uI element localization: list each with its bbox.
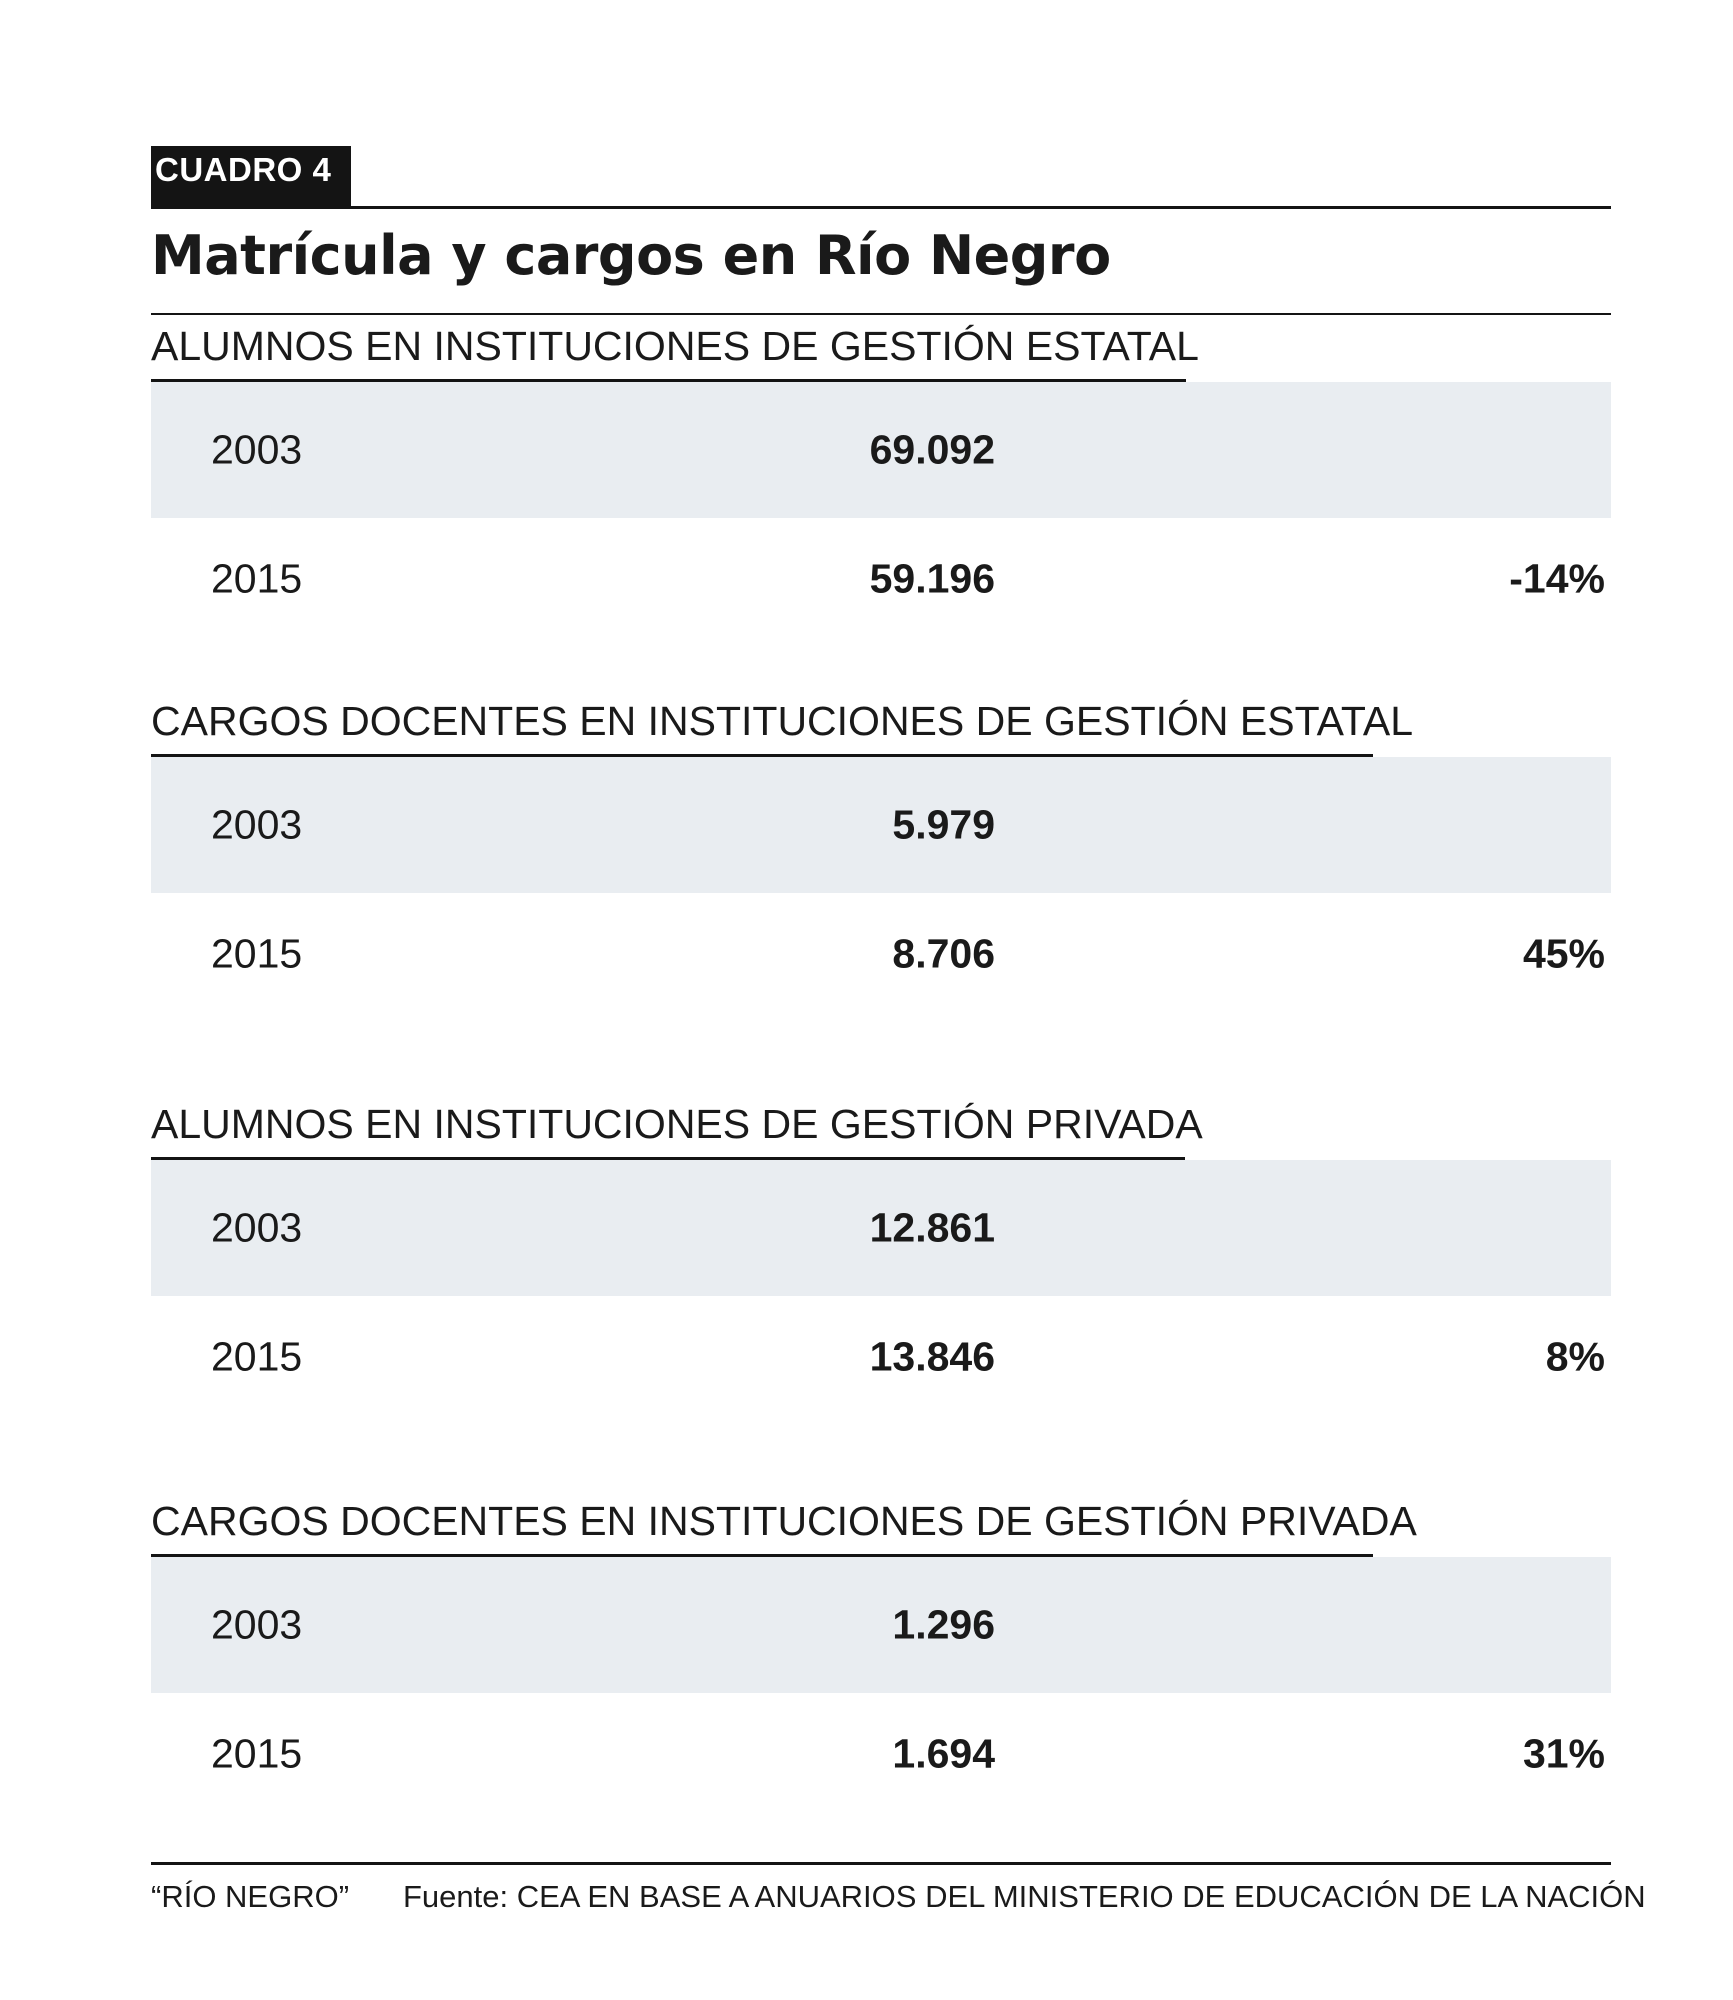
- title-divider: [151, 313, 1611, 315]
- row-year: 2015: [211, 930, 303, 977]
- row-value: 8.706: [892, 930, 995, 977]
- footer-credit: “RÍO NEGRO”: [151, 1879, 350, 1914]
- row-year: 2003: [211, 801, 303, 848]
- table-row: 2015 13.846 8%: [151, 1296, 1611, 1418]
- table-row: 2015 1.694 31%: [151, 1693, 1611, 1815]
- table-row: 2015 8.706 45%: [151, 893, 1611, 1015]
- row-change: 31%: [1522, 1730, 1605, 1777]
- section-heading: ALUMNOS EN INSTITUCIONES DE GESTIÓN PRIV…: [151, 1101, 1203, 1160]
- table-tag: CUADRO 4: [151, 146, 351, 206]
- row-value: 69.092: [869, 426, 995, 473]
- section-cargos-estatal: CARGOS DOCENTES EN INSTITUCIONES DE GEST…: [151, 698, 1611, 1015]
- table-row: 2003 5.979: [151, 757, 1611, 893]
- section-cargos-privada: CARGOS DOCENTES EN INSTITUCIONES DE GEST…: [151, 1498, 1611, 1815]
- row-year: 2003: [211, 1204, 303, 1251]
- row-change: -14%: [1509, 555, 1605, 602]
- row-value: 5.979: [892, 801, 995, 848]
- section-heading: CARGOS DOCENTES EN INSTITUCIONES DE GEST…: [151, 1498, 1417, 1557]
- row-year: 2015: [211, 1333, 303, 1380]
- row-value: 1.694: [892, 1730, 995, 1777]
- footer-source: Fuente: CEA EN BASE A ANUARIOS DEL MINIS…: [403, 1879, 1646, 1914]
- row-year: 2003: [211, 426, 303, 473]
- top-divider: [151, 206, 1611, 209]
- row-value: 1.296: [892, 1601, 995, 1648]
- row-value: 13.846: [869, 1333, 995, 1380]
- section-heading: CARGOS DOCENTES EN INSTITUCIONES DE GEST…: [151, 698, 1413, 757]
- row-change: 8%: [1545, 1333, 1605, 1380]
- section-alumnos-privada: ALUMNOS EN INSTITUCIONES DE GESTIÓN PRIV…: [151, 1101, 1611, 1418]
- section-heading: ALUMNOS EN INSTITUCIONES DE GESTIÓN ESTA…: [151, 323, 1199, 382]
- row-value: 12.861: [869, 1204, 995, 1251]
- section-alumnos-estatal: ALUMNOS EN INSTITUCIONES DE GESTIÓN ESTA…: [151, 323, 1611, 640]
- table-row: 2015 59.196 -14%: [151, 518, 1611, 640]
- bottom-divider: [151, 1862, 1611, 1865]
- table-row: 2003 12.861: [151, 1160, 1611, 1296]
- row-year: 2015: [211, 1730, 303, 1777]
- table-row: 2003 1.296: [151, 1557, 1611, 1693]
- row-value: 59.196: [869, 555, 995, 602]
- row-year: 2015: [211, 555, 303, 602]
- row-change: 45%: [1522, 930, 1605, 977]
- table-row: 2003 69.092: [151, 382, 1611, 518]
- row-year: 2003: [211, 1601, 303, 1648]
- table-title: Matrícula y cargos en Río Negro: [151, 224, 1111, 287]
